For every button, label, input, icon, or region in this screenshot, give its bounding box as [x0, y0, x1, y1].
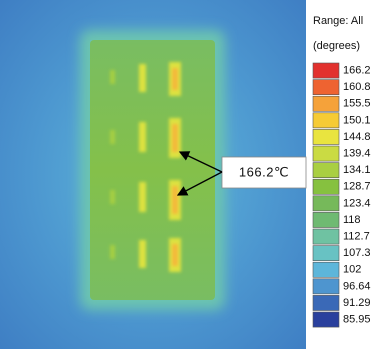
simulation-view: 166.2℃ Range: All (degrees) 166.2 160.8 15… — [0, 0, 377, 349]
legend-unit: (degrees) — [313, 40, 360, 52]
legend-swatch — [313, 279, 339, 294]
legend-swatch — [313, 196, 339, 211]
legend-swatch — [313, 113, 339, 128]
legend-label: 166.2 — [343, 64, 371, 76]
legend-swatch — [313, 63, 339, 78]
legend-swatch — [313, 179, 339, 194]
annotation-text: 166.2℃ — [239, 164, 289, 179]
legend-swatch — [313, 146, 339, 161]
legend-label: 160.8 — [343, 81, 371, 93]
canvas: 166.2℃ Range: All (degrees) 166.2 160.8 15… — [0, 0, 377, 349]
legend-label: 118 — [343, 214, 361, 226]
legend-label: 85.95 — [343, 313, 371, 325]
board — [90, 40, 215, 300]
legend-swatch — [313, 312, 339, 327]
legend-swatch — [313, 229, 339, 244]
legend-label: 123.4 — [343, 197, 371, 209]
legend-label: 155.5 — [343, 98, 371, 110]
legend-label: 112.7 — [343, 230, 370, 242]
legend-title: Range: All — [313, 15, 363, 27]
legend-label: 102 — [343, 264, 361, 276]
legend-label: 107.3 — [343, 247, 371, 259]
legend-swatch — [313, 80, 339, 95]
legend-swatch — [313, 246, 339, 261]
legend-swatch — [313, 295, 339, 310]
legend-swatch — [313, 163, 339, 178]
legend-label: 150.1 — [343, 114, 371, 126]
legend-label: 144.8 — [343, 131, 371, 143]
legend-label: 128.7 — [343, 181, 371, 193]
legend-label: 96.64 — [343, 280, 371, 292]
legend-label: 91.29 — [343, 297, 371, 309]
legend-label: 134.1 — [343, 164, 371, 176]
legend-swatch — [313, 96, 339, 111]
legend-swatch — [313, 262, 339, 277]
legend-swatch — [313, 129, 339, 144]
legend-label: 139.4 — [343, 147, 371, 159]
legend-swatch — [313, 212, 339, 227]
